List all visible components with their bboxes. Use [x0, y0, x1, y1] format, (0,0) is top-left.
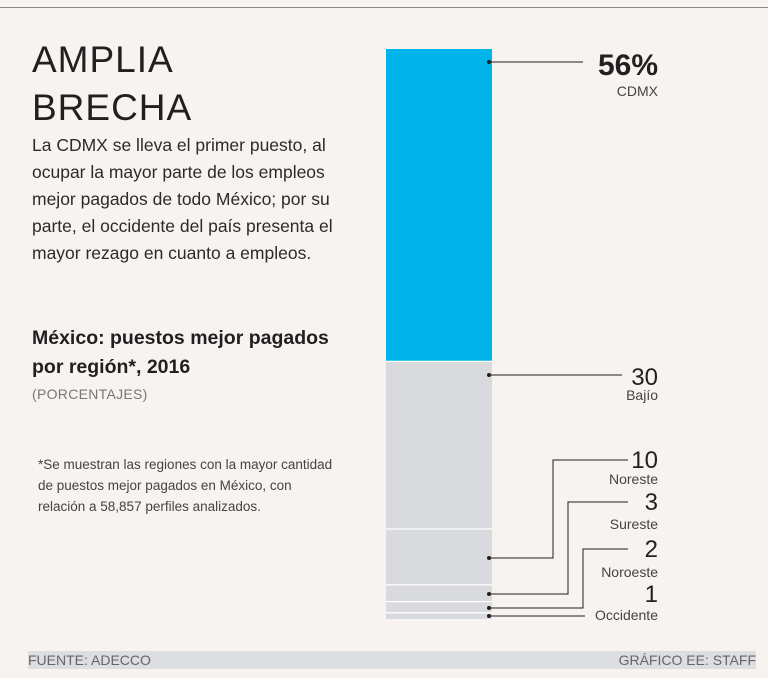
leader-line-noroeste [489, 548, 628, 609]
bar-segment-noroeste [386, 602, 492, 614]
value-label-occidente: 1 [645, 581, 658, 608]
value-label-noroeste: 2 [645, 536, 658, 563]
bar-segment-sureste [386, 585, 492, 603]
value-label-noreste: 10 [631, 447, 658, 474]
leader-line-sureste [489, 501, 628, 595]
category-label-occidente: Occidente [595, 607, 658, 623]
value-label-sureste: 3 [645, 489, 658, 516]
leader-line-noreste [489, 459, 628, 559]
chart-units: (PORCENTAJES) [32, 386, 148, 402]
value-label-bajio: 30 [631, 364, 658, 391]
footer-bar: FUENTE: ADECCO GRÁFICO EE: STAFF [28, 651, 756, 669]
bar-segment-noreste [386, 529, 492, 586]
value-label-cdmx: 56% [598, 49, 658, 82]
top-rule [0, 7, 768, 8]
credit-text: GRÁFICO EE: STAFF [618, 652, 756, 668]
category-label-noreste: Noreste [609, 471, 658, 487]
page-title: AMPLIA BRECHA [32, 36, 192, 132]
category-label-noroeste: Noroeste [601, 564, 658, 580]
source-text: FUENTE: ADECCO [28, 652, 151, 668]
bar-segment-occidente [386, 613, 492, 619]
footnote: *Se muestran las regiones con la mayor c… [38, 457, 333, 514]
bar-segment-cdmx [386, 49, 492, 362]
bar-segment-bajio [386, 361, 492, 530]
category-label-bajio: Bajío [626, 387, 658, 403]
chart-title: México: puestos mejor pagados por región… [32, 327, 329, 378]
category-label-sureste: Sureste [610, 516, 658, 532]
title-line-1: AMPLIA [32, 39, 174, 80]
title-line-2: BRECHA [32, 87, 193, 128]
category-label-cdmx: CDMX [617, 83, 659, 99]
intro-text: La CDMX se lleva el primer puesto, al oc… [32, 135, 333, 263]
